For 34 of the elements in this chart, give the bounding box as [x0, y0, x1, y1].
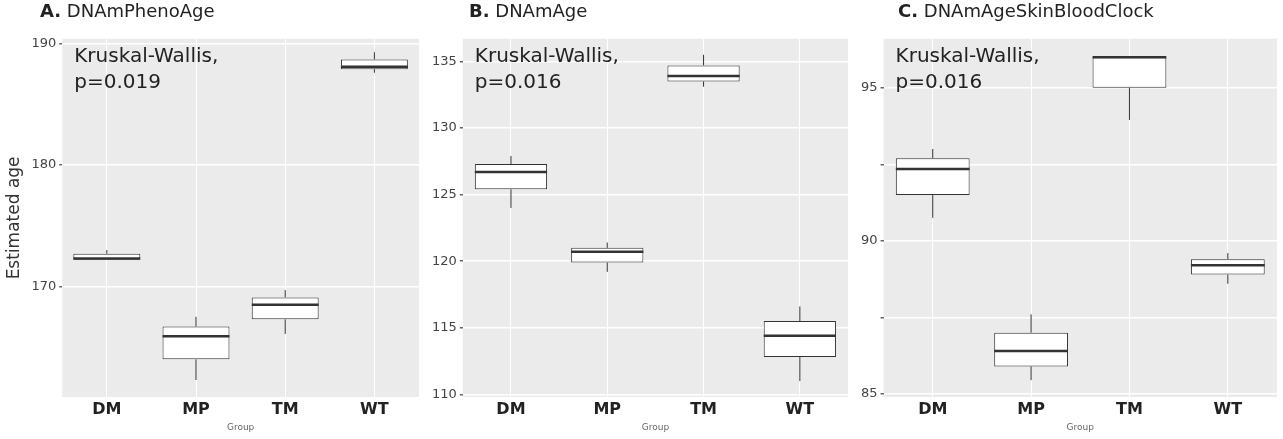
x-axis-title: Group: [1066, 421, 1095, 432]
y-tick-label: 135: [431, 52, 457, 68]
x-tick-label: WT: [360, 398, 389, 418]
x-tick-label: TM: [690, 398, 717, 418]
x-tick-label: MP: [1017, 398, 1046, 418]
x-tick-label: TM: [271, 398, 299, 418]
y-tick-label: 120: [431, 252, 457, 268]
x-tick-label: TM: [1116, 398, 1143, 418]
x-tick-label: MP: [593, 398, 622, 418]
x-axis-title: Group: [641, 421, 670, 432]
x-tick-label: WT: [1213, 398, 1243, 418]
x-tick-label: MP: [182, 398, 211, 418]
chart-title: C. DNAmAgeSkinBloodClock: [897, 0, 1155, 23]
y-tick-label: 190: [31, 35, 57, 51]
x-tick-label: DM: [918, 398, 948, 418]
y-tick-label: 170: [31, 277, 57, 293]
y-tick-label: 90: [861, 232, 878, 248]
y-tick-label: 95: [861, 79, 878, 95]
y-tick-label: 180: [31, 156, 57, 172]
y-tick-label: 85: [861, 385, 878, 401]
y-tick-label: 110: [431, 385, 457, 401]
annotation: Kruskal-Wallis, p=0.016: [895, 43, 1040, 93]
annotation: Kruskal-Wallis, p=0.019: [74, 43, 219, 93]
x-tick-label: DM: [496, 398, 526, 418]
y-tick-label: 130: [431, 119, 457, 135]
y-tick-label: 125: [431, 185, 457, 201]
annotation: Kruskal-Wallis, p=0.016: [474, 43, 619, 93]
x-axis-title: Group: [226, 421, 255, 432]
y-axis-title: Estimated age: [2, 156, 23, 280]
y-tick-label: 115: [431, 319, 457, 335]
chart-title: A. DNAmPhenoAge: [39, 0, 216, 23]
x-tick-label: WT: [785, 398, 815, 418]
x-tick-label: DM: [92, 398, 122, 418]
chart-title: B. DNAmAge: [468, 0, 589, 23]
